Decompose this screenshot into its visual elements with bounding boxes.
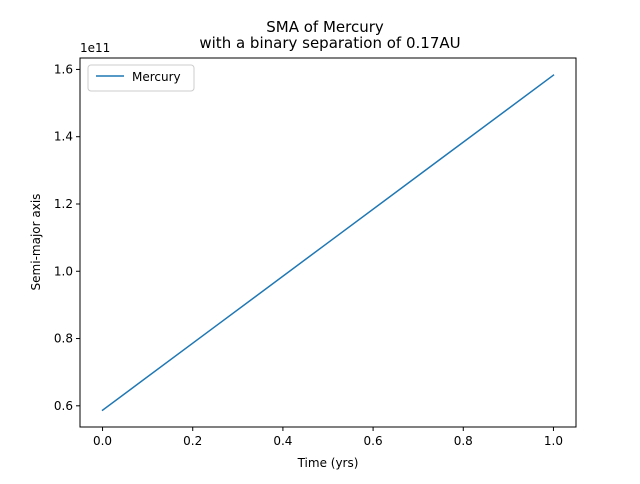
y-tick-label: 1.6 — [54, 62, 73, 76]
y-tick-label: 1.2 — [54, 197, 73, 211]
y-tick-label: 0.6 — [54, 399, 73, 413]
x-tick-label: 0.2 — [183, 434, 202, 448]
y-tick-label: 1.4 — [54, 130, 73, 144]
legend-label-mercury: Mercury — [132, 70, 181, 84]
x-tick-label: 1.0 — [544, 434, 563, 448]
y-axis-label: Semi-major axis — [29, 194, 43, 291]
y-axis-offset-label: 1e11 — [80, 41, 110, 55]
x-tick-label: 0.8 — [454, 434, 473, 448]
x-tick-label: 0.4 — [273, 434, 292, 448]
legend: Mercury — [87, 64, 195, 92]
series-layer — [101, 74, 555, 412]
y-axis-ticks: 0.6 0.8 1.0 1.2 1.4 1.6 — [54, 62, 80, 413]
y-tick-label: 1.0 — [54, 264, 73, 278]
y-tick-label: 0.8 — [54, 332, 73, 346]
x-tick-label: 0.6 — [364, 434, 383, 448]
legend-box — [87, 64, 195, 92]
x-axis-ticks: 0.0 0.2 0.4 0.6 0.8 1.0 — [93, 427, 563, 448]
x-axis-label: Time (yrs) — [297, 456, 359, 470]
series-line-mercury — [101, 74, 555, 412]
x-tick-label: 0.0 — [93, 434, 112, 448]
chart-title: SMA of Mercury — [266, 18, 384, 36]
chart-subtitle: with a binary separation of 0.17AU — [199, 34, 460, 52]
axes-frame — [79, 57, 577, 428]
